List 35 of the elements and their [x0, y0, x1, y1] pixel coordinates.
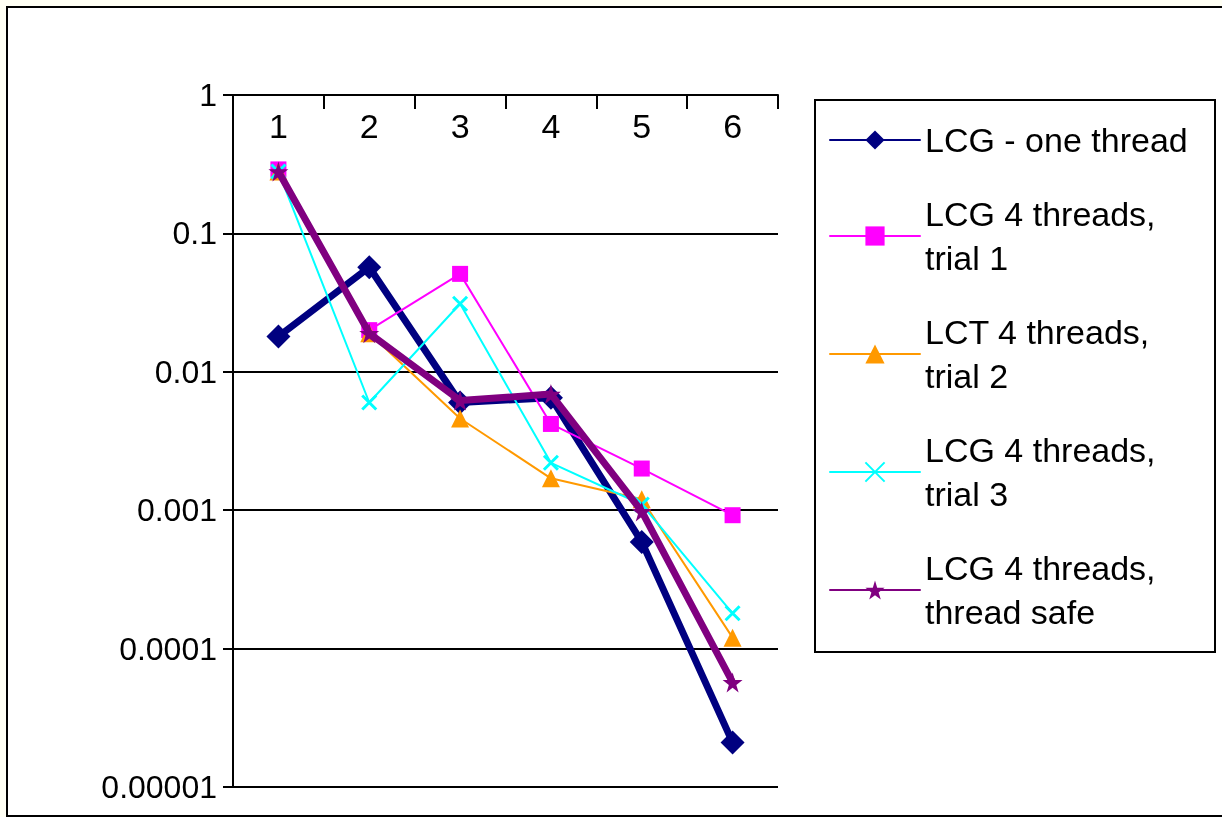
x-tick-label: 5 — [632, 107, 652, 145]
legend-label: LCG 4 threads, trial 3 — [925, 431, 1166, 513]
legend-label: LCG 4 threads, thread safe — [925, 549, 1166, 631]
point — [541, 469, 560, 488]
y-tick-label: 0.01 — [154, 353, 217, 390]
point — [720, 730, 745, 755]
y-tick-label: 1 — [199, 77, 217, 113]
point — [360, 394, 378, 411]
point — [266, 324, 291, 349]
point — [629, 529, 654, 554]
x-tick-label: 1 — [268, 107, 288, 145]
point — [542, 454, 560, 472]
point — [633, 460, 650, 477]
x-tick-label: 3 — [450, 107, 470, 145]
point — [357, 255, 382, 280]
x-tick-label: 2 — [359, 107, 379, 145]
point — [724, 507, 741, 524]
point — [724, 604, 742, 622]
point — [452, 265, 469, 282]
y-tick-label: 0.0001 — [119, 630, 217, 667]
point — [451, 409, 470, 428]
point — [631, 501, 652, 522]
point — [723, 628, 742, 647]
point — [722, 672, 743, 693]
legend-label: LCG 4 threads, trial 1 — [925, 195, 1166, 277]
y-tick-label: 0.00001 — [101, 769, 217, 805]
y-tick-label: 0.001 — [136, 492, 217, 529]
point — [540, 384, 561, 405]
y-tick-label: 0.1 — [172, 215, 217, 252]
legend-label: LCT 4 threads, trial 2 — [925, 313, 1159, 395]
x-tick-label: 6 — [723, 107, 743, 145]
point — [542, 415, 559, 432]
legend-label: LCG - one thread — [925, 121, 1188, 159]
point — [451, 295, 469, 313]
x-tick-label: 4 — [541, 107, 561, 145]
